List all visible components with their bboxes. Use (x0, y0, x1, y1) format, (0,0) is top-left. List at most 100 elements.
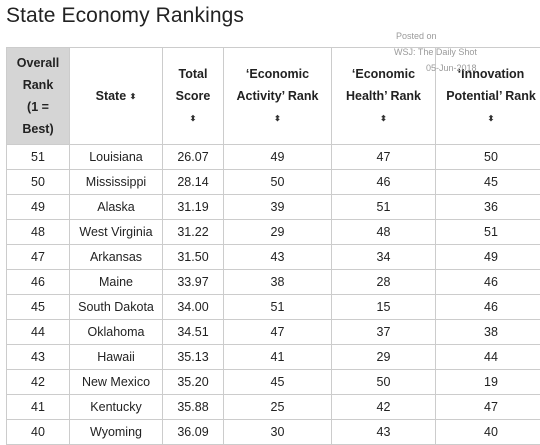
sort-updown-icon: ⬍ (130, 93, 137, 101)
cell-innovation-potential-rank: 50 (436, 145, 540, 170)
cell-economic-activity-rank: 43 (224, 245, 332, 270)
cell-economic-activity-rank: 29 (224, 220, 332, 245)
cell-economic-activity-rank: 51 (224, 295, 332, 320)
page-title: State Economy Rankings (6, 4, 244, 28)
cell-state: New Mexico (70, 370, 163, 395)
cell-innovation-potential-rank: 47 (436, 395, 540, 420)
watermark-line-2: WSJ: The Daily Shot (394, 44, 477, 60)
cell-overall-rank: 44 (7, 320, 70, 345)
column-header-label: ‘Economic (224, 63, 331, 85)
column-header-total-score[interactable]: Total Score ⬍ (163, 48, 224, 145)
cell-innovation-potential-rank: 51 (436, 220, 540, 245)
cell-economic-activity-rank: 47 (224, 320, 332, 345)
cell-economic-activity-rank: 50 (224, 170, 332, 195)
cell-economic-activity-rank: 25 (224, 395, 332, 420)
cell-overall-rank: 50 (7, 170, 70, 195)
cell-state: South Dakota (70, 295, 163, 320)
cell-economic-activity-rank: 39 (224, 195, 332, 220)
watermark-line-1: Posted on (396, 28, 437, 44)
cell-economic-health-rank: 29 (332, 345, 436, 370)
cell-innovation-potential-rank: 49 (436, 245, 540, 270)
sort-updown-icon: ⬍ (274, 115, 281, 123)
cell-innovation-potential-rank: 19 (436, 370, 540, 395)
cell-overall-rank: 45 (7, 295, 70, 320)
column-header-label: Total (163, 63, 223, 85)
cell-state: Louisiana (70, 145, 163, 170)
column-header-label: Rank (7, 74, 69, 96)
cell-economic-health-rank: 48 (332, 220, 436, 245)
cell-state: Maine (70, 270, 163, 295)
cell-innovation-potential-rank: 36 (436, 195, 540, 220)
cell-overall-rank: 49 (7, 195, 70, 220)
rankings-table: Overall Rank (1 = Best) State ⬍ Total Sc… (6, 47, 540, 445)
cell-economic-health-rank: 51 (332, 195, 436, 220)
watermark-line-3: 05-Jun-2018 (426, 60, 477, 76)
cell-overall-rank: 41 (7, 395, 70, 420)
column-header-economic-health-rank[interactable]: ‘Economic Health’ Rank ⬍ (332, 48, 436, 145)
column-header-label: (1 = (7, 96, 69, 118)
sort-updown-icon: ⬍ (488, 115, 495, 123)
cell-innovation-potential-rank: 46 (436, 270, 540, 295)
cell-economic-health-rank: 47 (332, 145, 436, 170)
cell-economic-activity-rank: 49 (224, 145, 332, 170)
cell-state: Arkansas (70, 245, 163, 270)
column-header-label: Score (163, 85, 223, 107)
column-header-state[interactable]: State ⬍ (70, 48, 163, 145)
cell-economic-activity-rank: 45 (224, 370, 332, 395)
column-header-label: Activity’ Rank (224, 85, 331, 107)
cell-overall-rank: 48 (7, 220, 70, 245)
cell-total-score: 35.13 (163, 345, 224, 370)
cell-innovation-potential-rank: 38 (436, 320, 540, 345)
column-header-economic-activity-rank[interactable]: ‘Economic Activity’ Rank ⬍ (224, 48, 332, 145)
cell-total-score: 33.97 (163, 270, 224, 295)
cell-overall-rank: 43 (7, 345, 70, 370)
column-header-label: Health’ Rank (332, 85, 435, 107)
cell-state: Alaska (70, 195, 163, 220)
column-header-label: Potential’ Rank (436, 85, 540, 107)
column-header-overall-rank[interactable]: Overall Rank (1 = Best) (7, 48, 70, 145)
cell-overall-rank: 46 (7, 270, 70, 295)
cell-overall-rank: 42 (7, 370, 70, 395)
cell-overall-rank: 51 (7, 145, 70, 170)
cell-total-score: 35.20 (163, 370, 224, 395)
cell-total-score: 31.19 (163, 195, 224, 220)
cell-economic-activity-rank: 41 (224, 345, 332, 370)
cell-economic-health-rank: 50 (332, 370, 436, 395)
cell-total-score: 31.22 (163, 220, 224, 245)
cell-state: Hawaii (70, 345, 163, 370)
cell-economic-health-rank: 15 (332, 295, 436, 320)
cell-total-score: 34.00 (163, 295, 224, 320)
cell-innovation-potential-rank: 46 (436, 295, 540, 320)
cell-total-score: 35.88 (163, 395, 224, 420)
sort-updown-icon: ⬍ (190, 115, 197, 123)
column-header-label: Overall (7, 52, 69, 74)
cell-state: Mississippi (70, 170, 163, 195)
cell-economic-health-rank: 42 (332, 395, 436, 420)
cell-state: Kentucky (70, 395, 163, 420)
cell-total-score: 34.51 (163, 320, 224, 345)
column-header-label: State (96, 89, 127, 103)
cell-total-score: 31.50 (163, 245, 224, 270)
cell-state: Oklahoma (70, 320, 163, 345)
cell-economic-health-rank: 37 (332, 320, 436, 345)
column-header-label: Best) (7, 118, 69, 140)
cell-innovation-potential-rank: 45 (436, 170, 540, 195)
cell-innovation-potential-rank: 44 (436, 345, 540, 370)
column-header-label: ‘Economic (332, 63, 435, 85)
cell-total-score: 26.07 (163, 145, 224, 170)
cell-state: West Virginia (70, 220, 163, 245)
cell-economic-health-rank: 28 (332, 270, 436, 295)
cell-overall-rank: 47 (7, 245, 70, 270)
